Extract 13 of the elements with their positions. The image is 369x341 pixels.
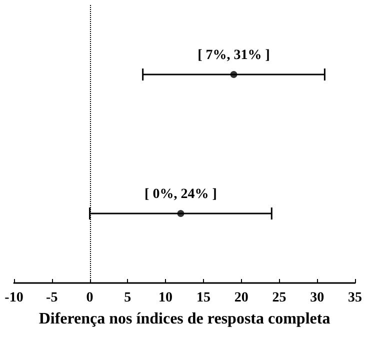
x-tick-label: 5 [124, 290, 132, 306]
x-tick-label: 35 [348, 290, 362, 306]
annotation: [ 7%, 31% ] [198, 48, 270, 63]
x-tick-label: 25 [272, 290, 286, 306]
x-tick-label: 0 [86, 290, 94, 306]
x-axis-title: Diferença nos índices de resposta completa [38, 310, 330, 328]
x-tick-label: 15 [196, 290, 210, 306]
x-tick-label: -5 [46, 290, 58, 306]
annotation: [ 0%, 24% ] [144, 187, 217, 202]
x-tick-label: -10 [4, 290, 24, 306]
x-tick-label: 20 [234, 290, 248, 306]
x-tick-label: 30 [310, 290, 324, 306]
x-tick-label: 10 [158, 290, 173, 306]
